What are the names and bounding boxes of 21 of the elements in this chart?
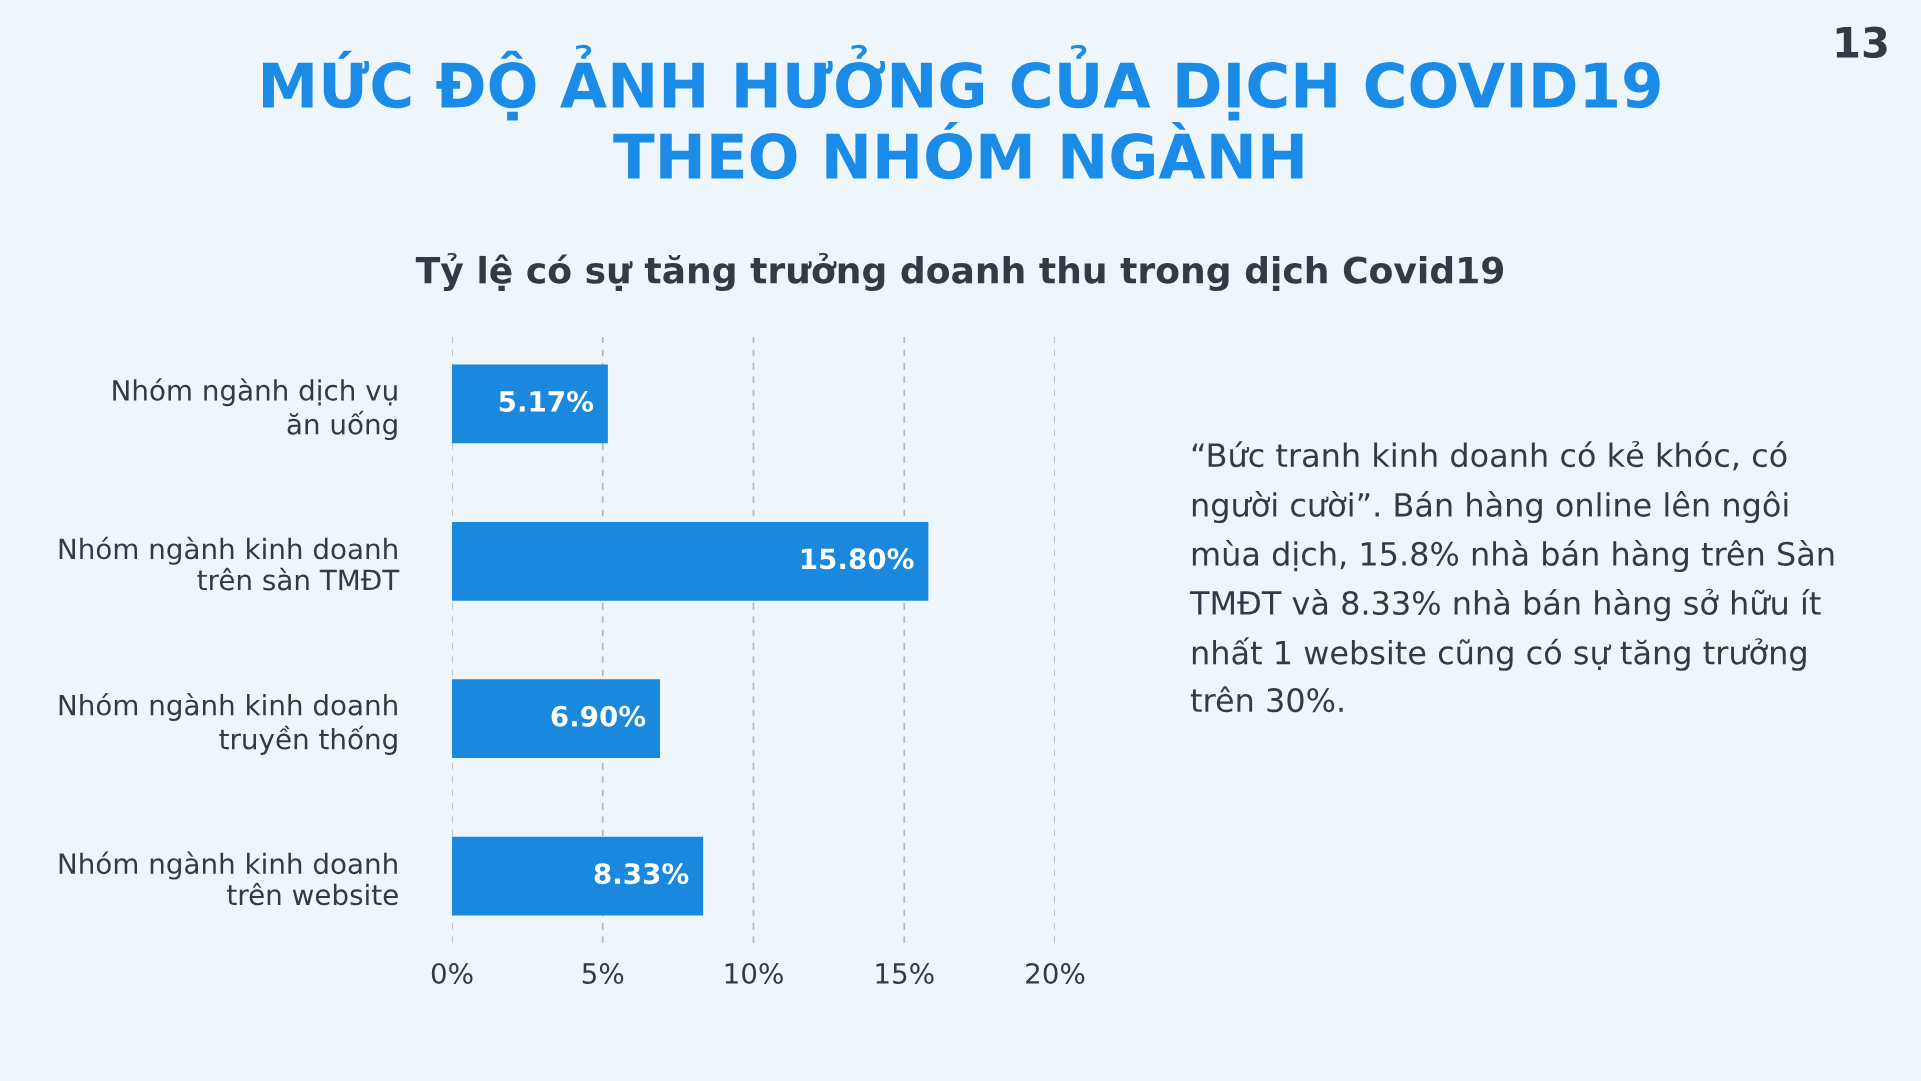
y-tick-label: Nhóm ngành kinh doanh trên sàn TMĐT [59, 536, 400, 591]
y-tick-label: Nhóm ngành kinh doanh trên website [59, 851, 398, 906]
text: “Bức tranh kinh doanh có kẻ khóc, có người cười”. Bán hàng online lên ngôi mùa dịch, 15.8% nhà bán hàng trên Sàn TMĐT và 8.33% nhà bán hàng sở hữu ít nhất 1 website cũng có sự tăng trưởng trên 30%. [1189, 440, 1834, 713]
chart-title: MỨC ĐỘ ẢNH HƯỞNG CỦA DỊCH COVID19 THEO NHÓM NGÀNH [263, 44, 1660, 180]
bar [452, 521, 929, 601]
y-tick-label: Nhóm ngành dịch vụ ăn uống [113, 378, 397, 441]
bar [452, 836, 704, 916]
x-tick-label: 15% [876, 962, 934, 984]
chart-subtitle: Tỷ lệ có sự tăng trưởng doanh thu trong dịch Covid19 [415, 252, 1504, 292]
text: 13 [1836, 26, 1887, 59]
data-label: 15.80% [801, 548, 914, 570]
x-tick-label: 5% [582, 962, 624, 984]
bar [452, 364, 608, 444]
x-tick-label: 10% [725, 962, 783, 984]
x-tick-label: 0% [431, 962, 473, 984]
data-label: 8.33% [594, 863, 689, 885]
y-tick-label: Nhóm ngành kinh doanh truyền thống [59, 692, 397, 755]
data-label: 6.90% [551, 705, 646, 727]
data-label: 5.17% [499, 390, 594, 412]
bar [452, 679, 661, 759]
x-tick-label: 20% [1026, 962, 1085, 984]
